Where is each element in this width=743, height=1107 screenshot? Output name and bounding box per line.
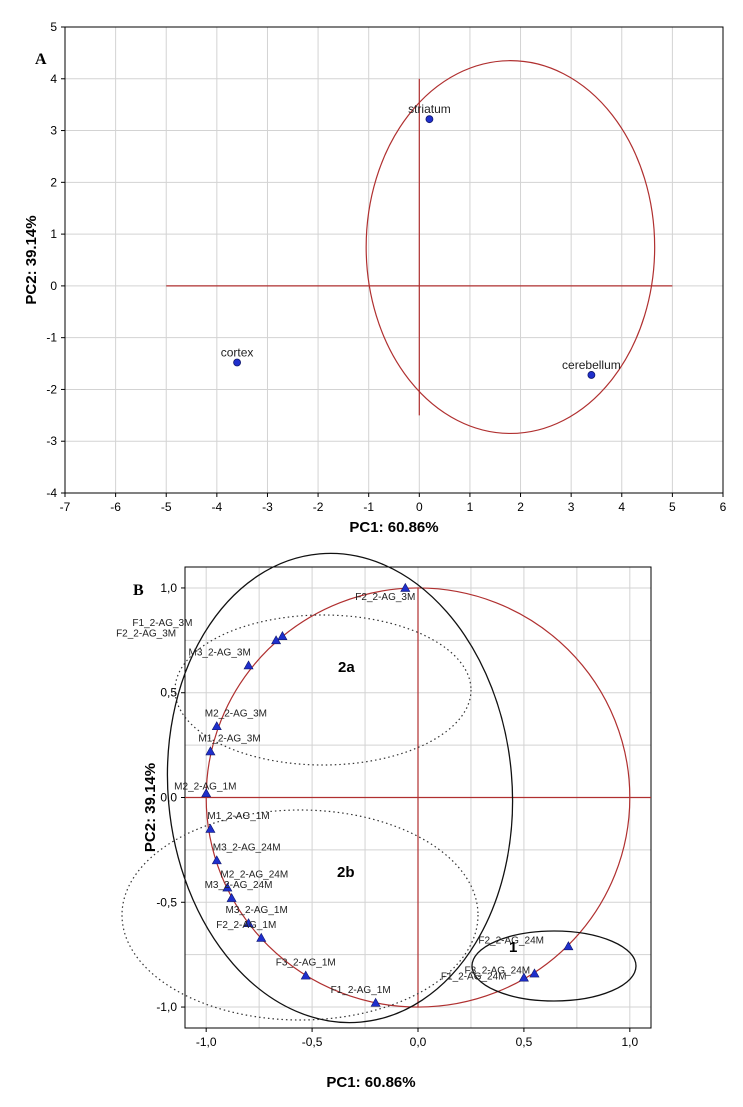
point-label-F3_2-AG_24M: F3_2-AG_24M	[465, 966, 531, 977]
point-label-F1_2-AG_3M: F1_2-AG_3M	[132, 618, 192, 629]
x-tick-label: 1	[467, 500, 474, 514]
data-point-cortex	[233, 358, 241, 367]
panel-label: B	[133, 582, 144, 599]
point-label-F2_2-AG_24M: F2_2-AG_24M	[478, 935, 544, 946]
point-label-F2_2-AG_1M: F2_2-AG_1M	[216, 920, 276, 931]
data-point-F1_2-AG_24M	[518, 972, 529, 982]
group-label-2b: 2b	[337, 864, 355, 881]
plot-frame	[64, 26, 724, 494]
data-point-cerebellum	[587, 371, 596, 379]
y-axis-title: PC2: 39.14%	[142, 763, 159, 852]
group-ellipse-2b	[121, 809, 479, 1021]
y-tick-label: 2	[50, 175, 57, 189]
x-axis-title: PC1: 60.86%	[349, 519, 438, 536]
group-label-2a: 2a	[338, 659, 355, 676]
data-point-M3_2-AG_3M	[243, 660, 254, 670]
x-tick-label: -7	[60, 500, 71, 514]
point-label-M3_2-AG_24M: M3_2-AG_24M	[213, 842, 281, 853]
data-point-M2_2-AG_1M	[201, 788, 212, 798]
data-point-F1_2-AG_3M	[277, 631, 288, 640]
data-point-M3_2-AG_1M	[243, 918, 254, 928]
data-point-M2_2-AG_3M	[211, 721, 222, 731]
point-label-F2_2-AG_3M: F2_2-AG_3M	[355, 592, 415, 603]
x-tick-label: -4	[212, 500, 223, 514]
data-point-M3_2-AG_24M	[211, 855, 222, 865]
y-tick-label: 1,0	[160, 581, 177, 595]
point-label-cerebellum: cerebellum	[562, 358, 621, 372]
x-tick-label: 0,5	[516, 1035, 533, 1049]
x-tick-label: 3	[568, 500, 575, 514]
y-tick-label: -1	[46, 331, 57, 345]
data-point-F3_2-AG_24M	[529, 968, 540, 978]
y-tick-label: 0,5	[160, 686, 177, 700]
point-label-M1_2-AG_3M: M1_2-AG_3M	[198, 733, 260, 744]
x-tick-label: -2	[313, 500, 324, 514]
x-tick-label: 0	[416, 500, 423, 514]
point-label-M3_2-AG_1M: M3_2-AG_1M	[226, 905, 288, 916]
y-tick-label: 3	[50, 124, 57, 138]
data-point-M1_2-AG_3M	[205, 746, 216, 756]
data-point-M2_2-AG_24M	[222, 882, 233, 892]
x-tick-label: 5	[669, 500, 676, 514]
pca-score-plot-a: -7 -6 -5 -4 -3 -2 -1 0 1 2 3 4 5 6 -4 -3 -2 -1 0 1 2 3 4 5 stria…	[23, 20, 727, 536]
confidence-ellipse	[365, 60, 656, 435]
y-tick-label: -1,0	[156, 1000, 177, 1014]
y-tick-label: 5	[50, 20, 57, 34]
data-point-F2_2-AG_3M	[271, 635, 282, 645]
point-label-M2_2-AG_24M: M2_2-AG_24M	[220, 870, 288, 881]
data-point-striatum	[425, 115, 434, 124]
point-label-M1_2-AG_1M: M1_2-AG_1M	[207, 811, 269, 822]
y-tick-label: -0,5	[156, 895, 177, 909]
x-tick-label: 0,0	[410, 1035, 427, 1049]
data-point-F3_2-AG_1M	[300, 970, 311, 980]
x-tick-label: -3	[262, 500, 273, 514]
point-label-M3_2-AG_24M: M3_2-AG_24M	[205, 880, 273, 891]
x-tick-label: -1,0	[196, 1035, 217, 1049]
y-tick-label: -3	[46, 434, 57, 448]
x-tick-label: 4	[618, 500, 625, 514]
x-tick-label: -5	[161, 500, 172, 514]
data-point-F1_2-AG_1M	[370, 997, 381, 1007]
group-label-1: 1	[509, 939, 517, 956]
point-label-striatum: striatum	[408, 102, 451, 116]
x-tick-label: 6	[720, 500, 727, 514]
y-axis-title: PC2: 39.14%	[23, 215, 40, 304]
y-tick-label: 0	[50, 279, 57, 293]
group-ellipse-2	[166, 552, 514, 1024]
x-tick-label: 2	[517, 500, 524, 514]
group-ellipse-1	[471, 930, 637, 1002]
y-tick-label: -4	[46, 486, 57, 500]
y-tick-label: 4	[50, 72, 57, 86]
data-point-M1_2-AG_1M	[205, 823, 216, 833]
x-tick-label: -0,5	[302, 1035, 323, 1049]
data-point-F2_2-AG_1M	[256, 932, 267, 942]
point-label-F3_2-AG_1M: F3_2-AG_1M	[276, 958, 336, 969]
pca-loading-plot-b: -1,0 -0,5 0,0 0,5 1,0-1,0-0,50,00,51,0F2_2-A…	[116, 552, 652, 1091]
data-point-F2_2-AG_24M	[563, 941, 574, 951]
group-ellipse-2a	[174, 614, 472, 766]
x-axis-title: PC1: 60.86%	[326, 1074, 415, 1091]
y-tick-label: -2	[46, 382, 57, 396]
point-label-M3_2-AG_3M: M3_2-AG_3M	[189, 647, 251, 658]
panel-label: A	[35, 51, 47, 68]
point-label-F2_2-AG_3M: F2_2-AG_3M	[116, 628, 176, 639]
point-label-F1_2-AG_24M: F1_2-AG_24M	[441, 972, 507, 983]
data-point-M3_2-AG_24M	[226, 892, 237, 902]
x-tick-label: -1	[363, 500, 374, 514]
y-tick-label: 1	[50, 227, 57, 241]
point-label-M2_2-AG_3M: M2_2-AG_3M	[205, 708, 267, 719]
x-tick-label: -6	[110, 500, 121, 514]
data-point-F2_2-AG_3M	[400, 582, 411, 592]
point-label-F1_2-AG_1M: F1_2-AG_1M	[331, 985, 391, 996]
point-label-cortex: cortex	[221, 346, 254, 360]
point-label-M2_2-AG_1M: M2_2-AG_1M	[174, 781, 236, 792]
x-tick-label: 1,0	[621, 1035, 638, 1049]
